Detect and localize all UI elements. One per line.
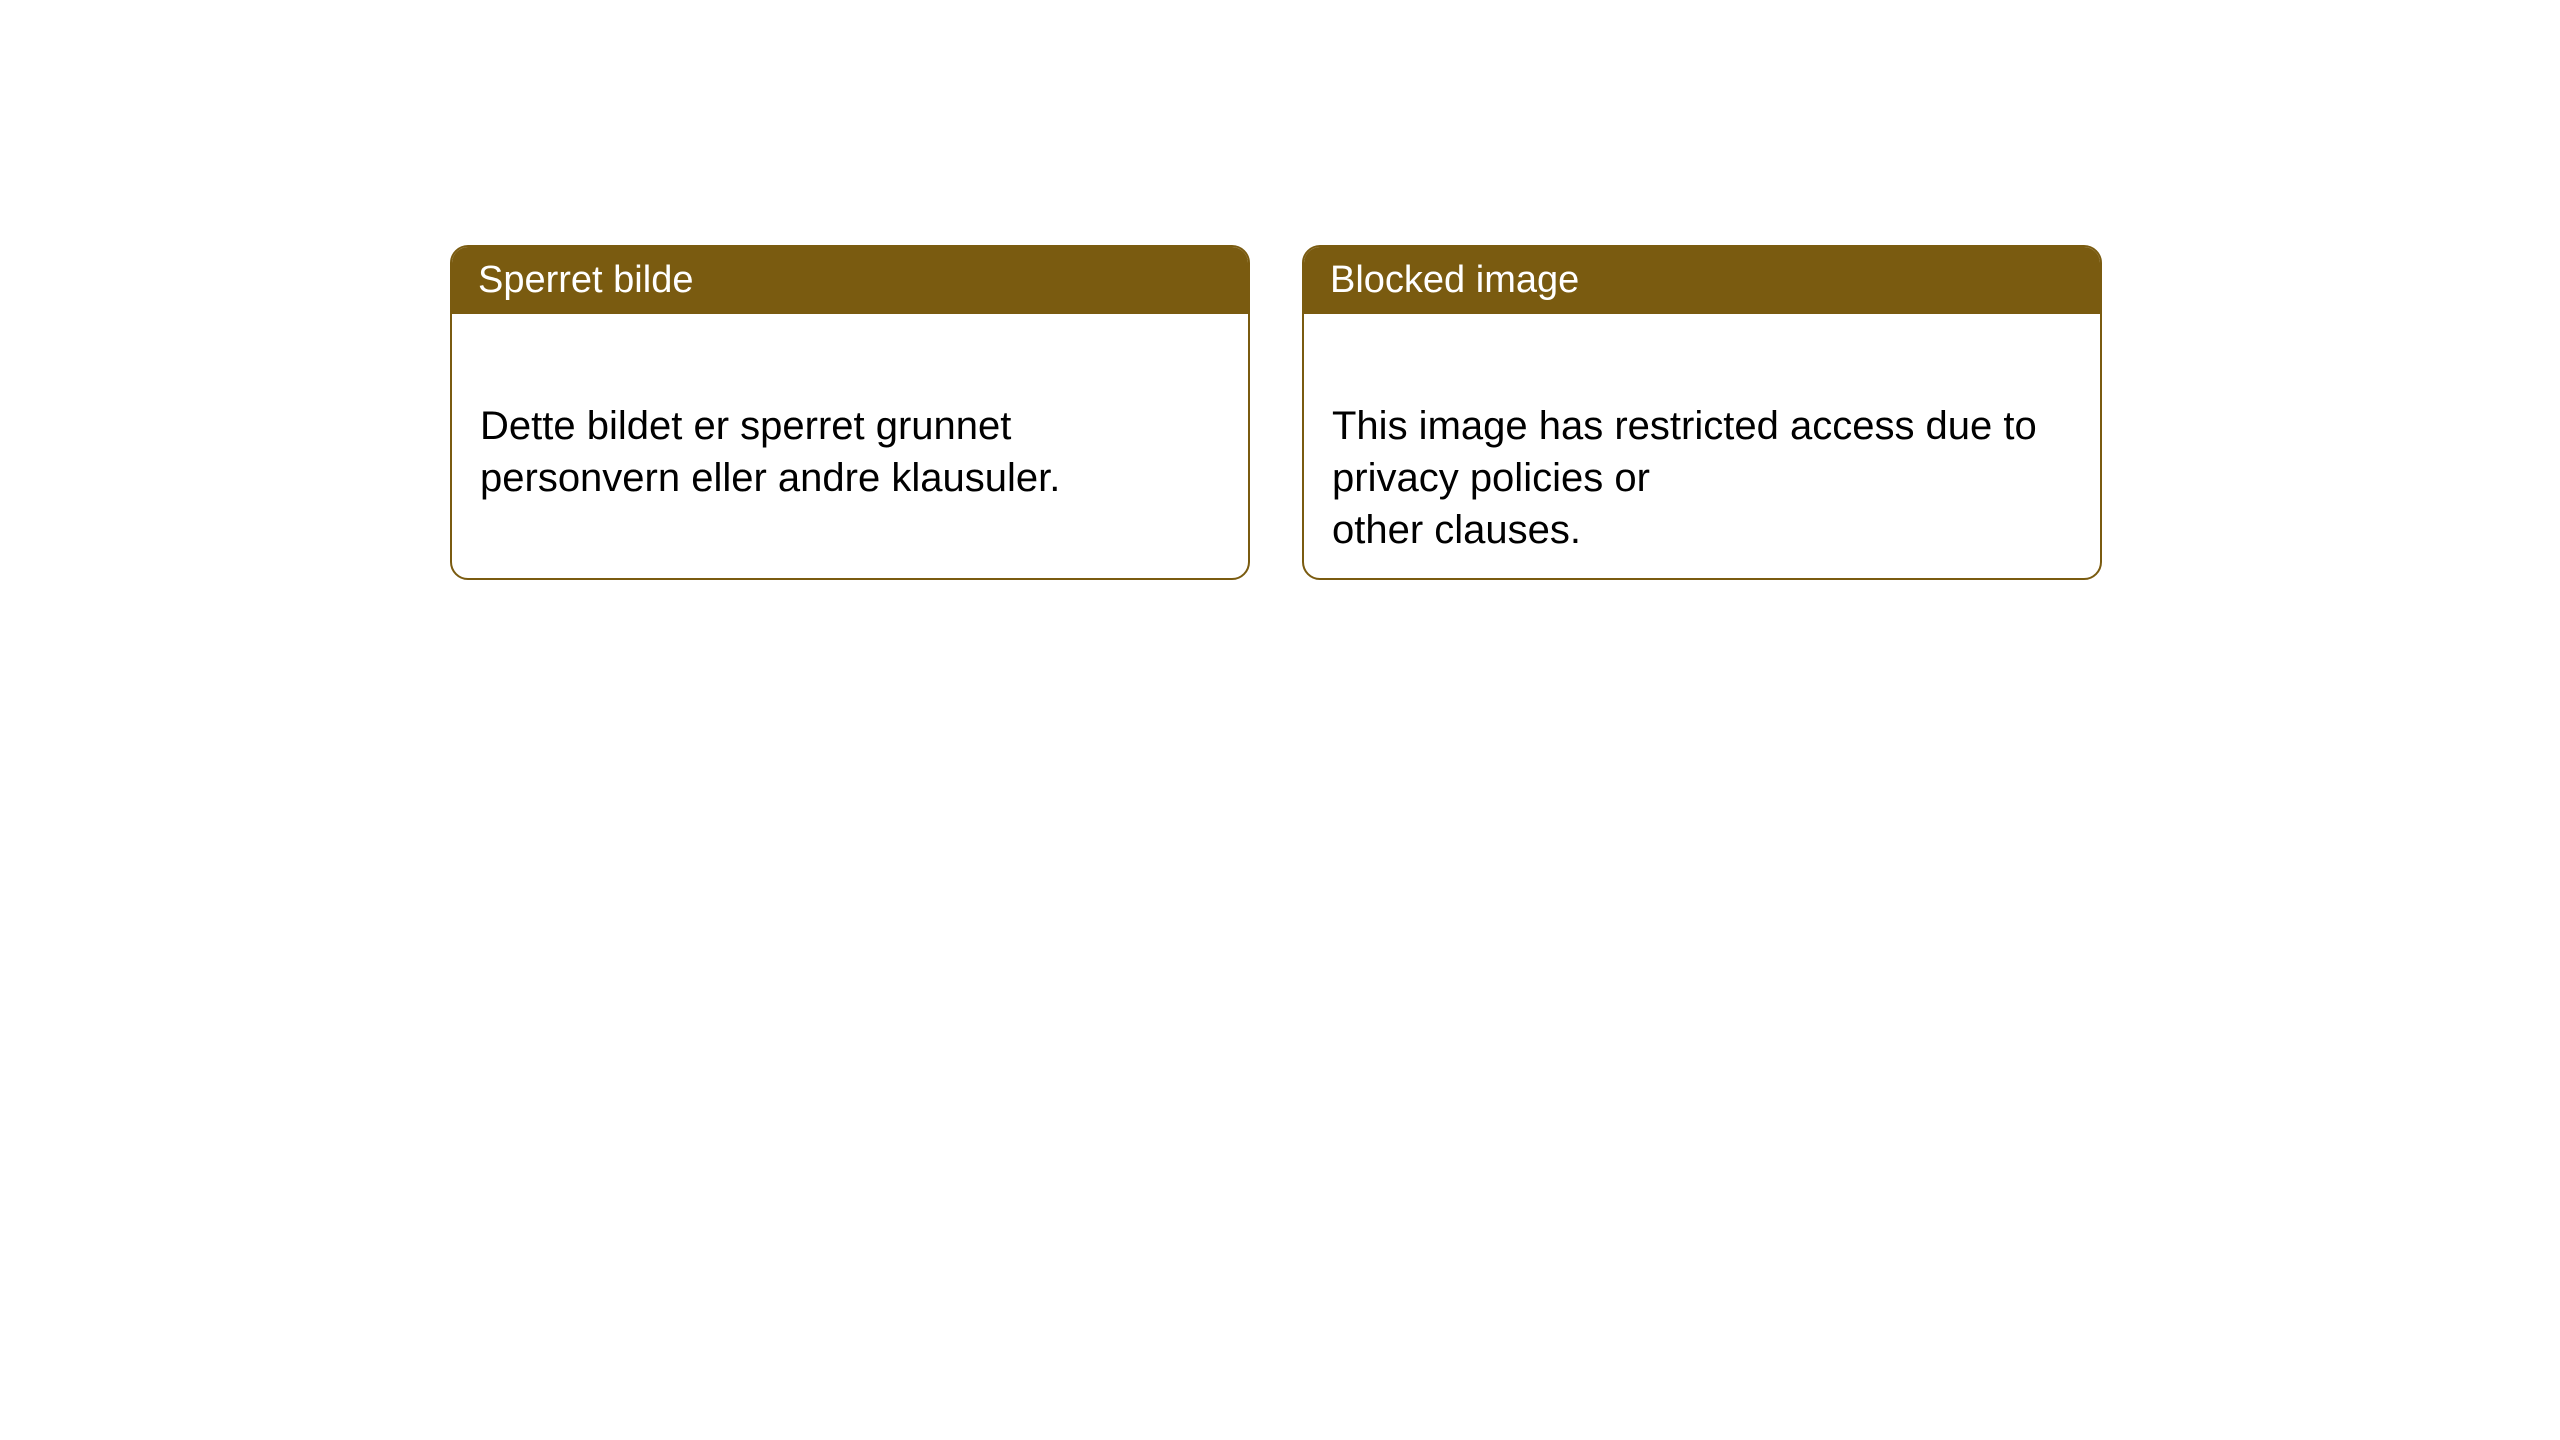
notice-header-en: Blocked image — [1304, 247, 2100, 314]
notice-title-no: Sperret bilde — [478, 259, 693, 301]
notice-text-en: This image has restricted access due to … — [1332, 404, 2037, 552]
notice-panel-en: Blocked image This image has restricted … — [1302, 245, 2102, 580]
notice-title-en: Blocked image — [1330, 259, 1579, 301]
notice-text-no: Dette bildet er sperret grunnet personve… — [480, 404, 1060, 500]
notice-panels-container: Sperret bilde Dette bildet er sperret gr… — [450, 245, 2102, 580]
notice-panel-no: Sperret bilde Dette bildet er sperret gr… — [450, 245, 1250, 580]
notice-body-no: Dette bildet er sperret grunnet personve… — [452, 314, 1248, 538]
notice-body-en: This image has restricted access due to … — [1304, 314, 2100, 580]
notice-header-no: Sperret bilde — [452, 247, 1248, 314]
